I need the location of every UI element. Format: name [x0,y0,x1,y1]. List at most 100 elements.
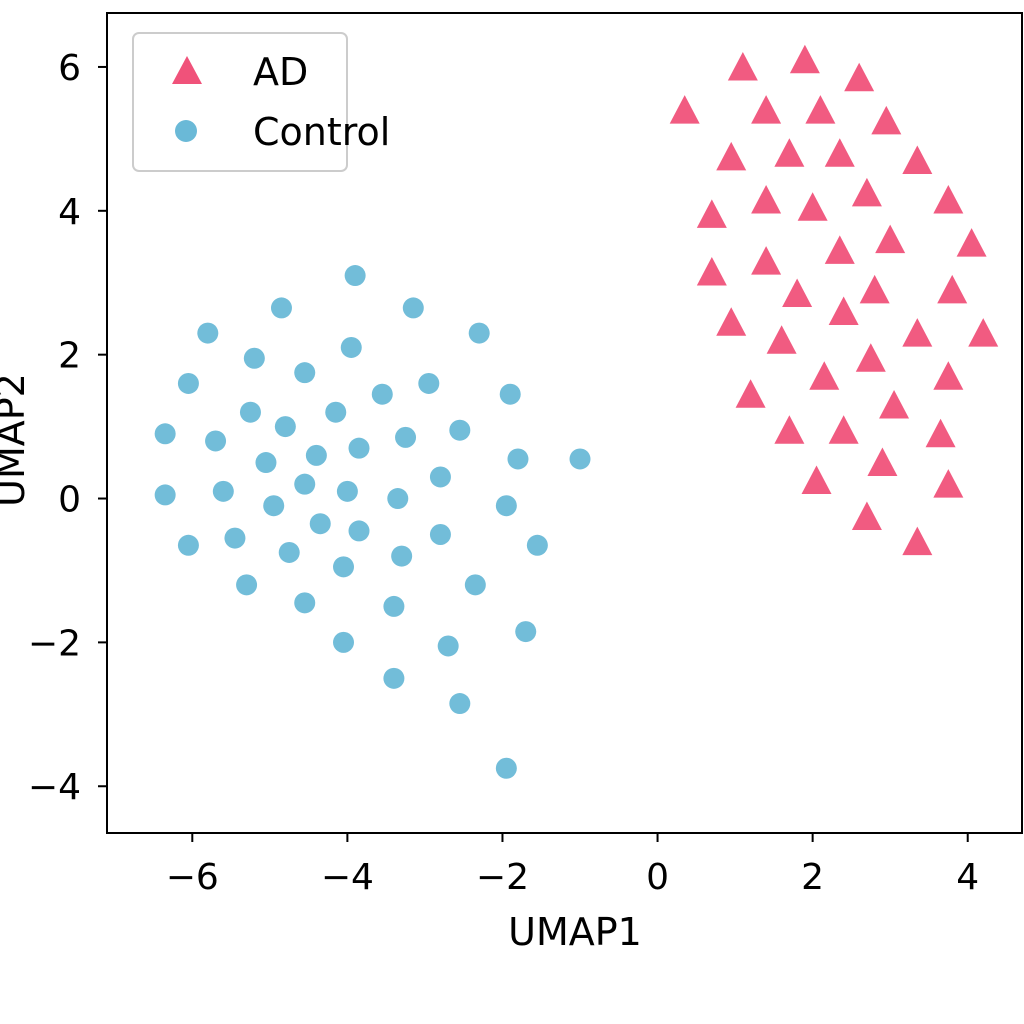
ad-point [751,246,782,275]
x-tick-label: 0 [646,857,669,898]
control-point [391,545,413,567]
control-point [309,513,331,535]
ad-point [751,185,782,214]
control-point [495,757,517,779]
control-point [395,426,417,448]
control-point [383,595,405,617]
y-tick-label: 0 [58,480,81,521]
control-point [340,336,362,358]
plot-frame [106,12,1023,834]
control-point [371,383,393,405]
control-point [429,523,451,545]
control-point [499,383,521,405]
ad-point [925,418,956,448]
x-tick-label: −2 [476,857,529,898]
control-point [468,322,490,344]
control-point [507,448,529,470]
ad-point [902,526,933,556]
control-point [294,473,316,495]
control-point [236,574,258,596]
ad-point [824,138,855,167]
legend-marker-ad [172,56,202,84]
y-tick-label: 4 [58,192,81,233]
control-point [449,693,471,715]
control-point [154,484,176,506]
ad-point [751,95,782,124]
control-point [263,495,285,517]
control-point [333,631,355,653]
x-tick-label: −6 [166,857,219,898]
y-tick-label: 6 [58,48,81,89]
control-point [515,621,537,643]
y-tick-label: 2 [58,336,81,377]
control-point [348,437,370,459]
ad-point [696,256,727,286]
ad-point [933,361,964,390]
ad-point [859,274,890,304]
ad-point [937,274,968,304]
ad-point [774,138,805,167]
control-point [224,527,246,549]
control-point [270,297,292,319]
y-tick-label: −2 [28,623,81,664]
control-point [177,534,199,556]
control-point [294,592,316,614]
x-tick-label: −4 [321,857,374,898]
control-point [205,430,227,452]
control-point [402,297,424,319]
control-point [177,372,199,394]
points-layer [154,44,999,779]
control-point [464,574,486,596]
ad-point [851,501,882,531]
ad-point [824,235,855,264]
ad-point [805,95,836,124]
ad-point [844,62,875,92]
control-point [274,416,296,438]
ad-point [875,224,906,254]
ad-point [774,415,805,444]
control-point [569,448,591,470]
ad-point [956,228,987,257]
x-tick-label: 2 [801,857,824,898]
control-point [418,372,440,394]
control-point [348,520,370,542]
control-point [333,556,355,578]
control-point [243,347,265,369]
control-point [278,541,300,563]
control-point [197,322,219,344]
control-point [429,466,451,488]
x-tick-label: 4 [956,857,979,898]
control-point [383,667,405,689]
ad-point [735,379,766,408]
ad-point [933,469,964,498]
control-point [495,495,517,517]
ad-point [797,192,828,221]
ad-point [867,447,898,477]
control-point [336,480,358,502]
control-point [325,401,347,423]
ad-point [809,361,840,390]
ad-point [828,296,859,326]
legend-label-ad: AD [253,50,308,94]
ad-point [727,51,758,81]
ad-point [801,465,832,495]
ad-point [766,325,797,354]
ad-point [902,318,933,347]
ad-point [696,199,727,228]
y-tick-label: −4 [28,767,81,808]
control-point [255,452,277,474]
x-axis-label: UMAP1 [508,910,642,954]
ad-point [968,318,999,347]
control-point [449,419,471,441]
ad-point [789,44,820,74]
control-point [154,423,176,445]
ad-point [855,343,886,372]
legend: AD Control [132,32,390,172]
ad-point [879,390,910,419]
ad-point [669,95,700,124]
ad-point [716,307,747,336]
ad-point [902,145,933,174]
ad-point [782,278,813,308]
control-point [294,362,316,384]
